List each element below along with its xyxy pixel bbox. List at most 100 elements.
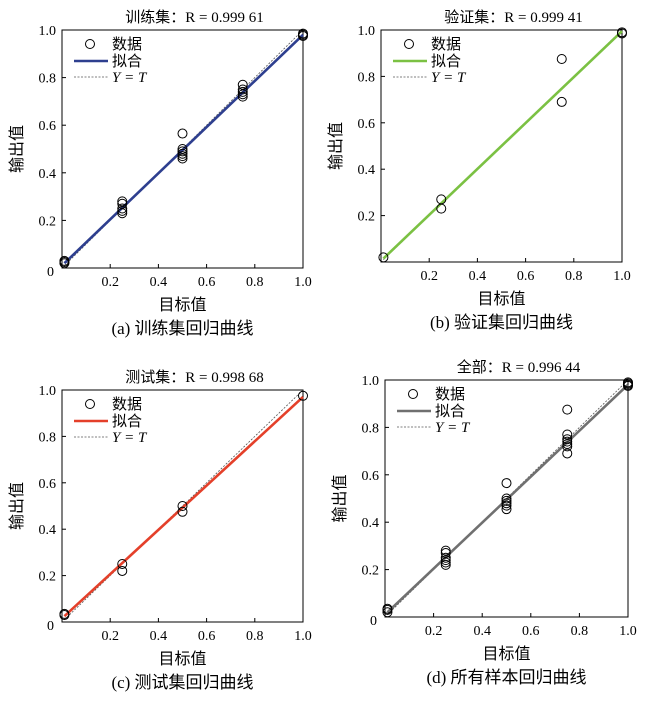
data-point [501, 493, 512, 504]
x-tick-label: 0.4 [473, 624, 491, 639]
x-tick-label: 0.8 [565, 269, 583, 284]
data-point [117, 208, 128, 219]
legend-marker-data [85, 399, 95, 409]
data-point [501, 504, 512, 515]
data-point [298, 390, 308, 401]
y-tick-label: 1.0 [358, 24, 376, 39]
legend-label-data: 数据 [112, 36, 142, 53]
x-tick-label: 0.4 [150, 275, 168, 290]
origin-label: 0 [47, 265, 54, 280]
data-point [237, 91, 248, 102]
data-point [59, 608, 70, 619]
data-point [298, 28, 308, 39]
plot-frame [380, 29, 623, 263]
x-tick-label: 0.2 [101, 629, 119, 644]
x-tick-label: 1.0 [294, 275, 312, 290]
origin-label: 0 [47, 619, 54, 634]
data-point [617, 28, 627, 39]
legend-label-fit: 拟合 [431, 53, 461, 70]
x-tick-label: 0.8 [571, 624, 589, 639]
y-tick-label: 0.6 [39, 119, 57, 134]
data-point [177, 148, 188, 159]
data-point [177, 128, 188, 139]
legend-marker-data [404, 39, 414, 49]
data-point [440, 559, 451, 570]
data-point [177, 146, 188, 157]
data-point [436, 194, 447, 205]
plot-frame [384, 379, 629, 618]
data-point [436, 203, 447, 214]
y-tick-label: 0.4 [39, 523, 57, 538]
data-point [117, 203, 128, 214]
x-tick-label: 1.0 [294, 629, 312, 644]
x-tick-label: 1.0 [619, 624, 637, 639]
data-point [501, 478, 512, 489]
legend-label-fit: 拟合 [112, 413, 142, 430]
chart-title: 测试集：R = 0.998 68 [125, 369, 263, 386]
x-tick-label: 0.2 [101, 275, 119, 290]
data-point [562, 404, 573, 415]
data-point [237, 84, 248, 95]
chart-panel-1: 0.2 0.4 0.6 0.8 1.0 0.2 0.4 0.6 0.8 1.0 0 目标值 输出值 训练集… [8, 9, 312, 338]
legend-label-identity: Y = T [431, 70, 467, 86]
x-tick-label: 0.2 [420, 269, 438, 284]
data-point [117, 559, 128, 569]
fit-line [63, 396, 304, 618]
y-tick-label: 0.8 [39, 430, 57, 445]
legend-label-fit: 拟合 [435, 403, 465, 420]
legend-marker-data [408, 389, 418, 399]
legend-label-identity: Y = T [112, 70, 148, 86]
x-axis-label: 目标值 [158, 650, 206, 668]
plot-frame [61, 389, 304, 623]
data-point [440, 545, 451, 556]
data-point [177, 506, 188, 517]
chart-panel-2: 0.2 0.4 0.6 0.8 1.0 0.2 0.4 0.6 0.8 1.0 目标值 输出值 验证集：… [327, 9, 631, 332]
data-point [117, 565, 128, 576]
data-point [177, 153, 188, 164]
x-axis-label: 目标值 [477, 290, 525, 308]
data-point [237, 89, 248, 100]
x-tick-label: 0.6 [522, 624, 540, 639]
data-point [117, 205, 128, 216]
data-point [562, 429, 573, 440]
y-tick-label: 0.2 [358, 210, 376, 225]
data-point [556, 96, 567, 107]
y-tick-label: 0.4 [358, 163, 376, 178]
data-point [117, 198, 128, 209]
legend-marker-data [85, 39, 95, 49]
chart-title: 验证集：R = 0.999 41 [444, 9, 582, 26]
x-tick-label: 1.0 [613, 269, 631, 284]
chart-caption: (c) 测试集回归曲线 [111, 673, 253, 692]
data-point [501, 498, 512, 509]
y-axis-label: 输出值 [8, 125, 26, 173]
x-tick-label: 0.8 [246, 275, 264, 290]
data-point [177, 501, 188, 511]
data-point [556, 54, 567, 64]
legend-label-data: 数据 [431, 36, 461, 53]
y-tick-label: 0.2 [39, 570, 57, 585]
x-axis-label: 目标值 [482, 645, 530, 663]
x-tick-label: 0.8 [246, 629, 264, 644]
legend-label-data: 数据 [112, 396, 142, 413]
data-point [382, 603, 393, 614]
data-point [59, 257, 70, 268]
data-point [378, 252, 389, 263]
chart-title: 全部：R = 0.996 44 [457, 358, 581, 376]
y-tick-label: 0.6 [362, 469, 380, 484]
x-tick-label: 0.6 [517, 269, 535, 284]
x-tick-label: 0.6 [198, 629, 216, 644]
y-tick-label: 0.8 [362, 421, 380, 436]
y-tick-label: 0.2 [362, 564, 380, 579]
data-point [562, 448, 573, 459]
y-axis-label: 输出值 [327, 122, 345, 170]
data-point [440, 548, 451, 559]
legend-label-data: 数据 [435, 386, 465, 403]
data-point [562, 436, 573, 447]
y-axis-label: 输出值 [8, 482, 26, 530]
x-tick-label: 0.4 [469, 269, 487, 284]
y-tick-label: 0.4 [362, 516, 380, 531]
y-tick-label: 1.0 [39, 24, 57, 39]
